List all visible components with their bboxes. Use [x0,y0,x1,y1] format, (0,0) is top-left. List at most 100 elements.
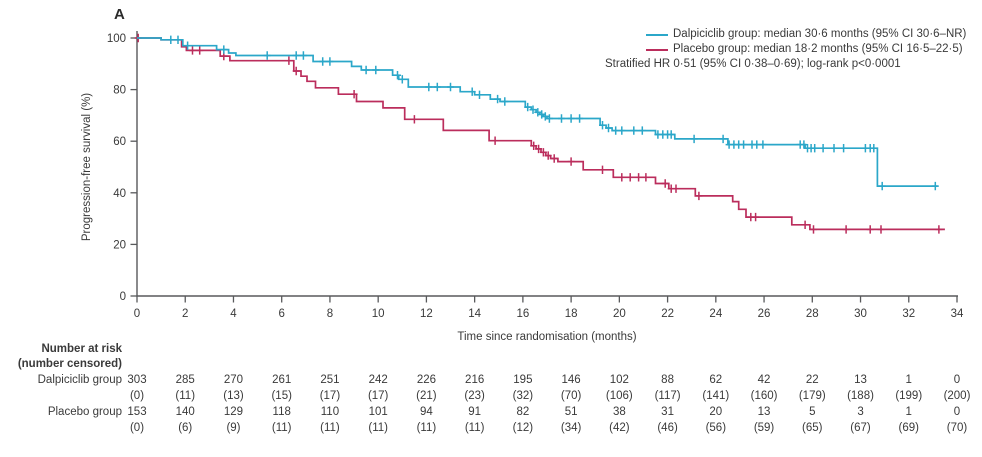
risk-at-risk-value: 88 [661,374,674,386]
panel-label: A [114,6,125,23]
risk-censored-value: (179) [798,390,826,402]
x-tick-label: 4 [230,308,237,320]
risk-censored-value: (106) [605,390,633,402]
risk-at-risk-value: 101 [368,406,388,418]
risk-at-risk-value: 91 [468,406,482,418]
legend-dalpiciclib-label: Dalpiciclib group: median 30·6 months (9… [673,28,967,40]
x-tick-label: 24 [709,308,722,320]
risk-at-risk-value: 285 [175,374,195,386]
risk-at-risk-value: 1 [905,406,912,418]
risk-censored-value: (11) [271,422,292,434]
survival-curve-placebo [137,37,945,231]
risk-censored-value: (34) [560,422,582,434]
risk-censored-value: (11) [464,422,485,434]
x-tick-label: 32 [902,308,915,320]
risk-at-risk-value: 38 [612,406,626,418]
censor-marks-dalpiciclib [167,35,939,191]
risk-at-risk-value: 20 [709,406,723,418]
placebo-line-swatch [646,49,668,51]
risk-at-risk-value: 62 [709,374,723,386]
x-tick-label: 0 [134,308,140,320]
x-tick-label: 16 [516,308,529,320]
risk-table-header-line1: Number at risk [41,343,122,355]
risk-at-risk-value: 0 [953,374,961,386]
x-tick-label: 12 [420,308,433,320]
risk-at-risk-value: 42 [757,374,771,386]
risk-at-risk-value: 129 [223,406,244,418]
risk-censored-value: (17) [319,390,341,402]
legend: Dalpiciclib group: median 30·6 months (9… [0,0,982,80]
x-tick-label: 26 [758,308,771,320]
risk-at-risk-value: 270 [223,374,244,386]
risk-at-risk-value: 3 [857,406,864,418]
risk-at-risk-value: 110 [320,406,340,418]
dalpiciclib-line-swatch [646,34,668,36]
risk-at-risk-value: 13 [757,406,771,418]
risk-at-risk-value: 94 [420,406,433,418]
risk-at-risk-value: 146 [561,374,581,386]
y-tick-label: 0 [120,291,126,303]
risk-at-risk-value: 140 [175,406,195,418]
risk-at-risk-value: 195 [513,374,533,386]
risk-censored-value: (11) [320,422,340,434]
x-tick-label: 30 [854,308,867,320]
legend-stats-text: Stratified HR 0·51 (95% CI 0·38–0·69); l… [605,58,901,70]
risk-at-risk-value: 0 [953,406,961,418]
risk-censored-value: (56) [705,422,727,434]
risk-at-risk-value: 102 [609,374,629,386]
x-tick-label: 14 [468,308,481,320]
risk-at-risk-value: 1 [905,374,912,386]
survival-curve-dalpiciclib [137,37,938,187]
risk-censored-value: (0) [129,390,145,402]
risk-censored-value: (15) [271,390,292,402]
risk-row-label-placebo: Placebo group [47,406,122,418]
risk-at-risk-value: 22 [805,374,819,386]
risk-censored-value: (117) [654,390,681,402]
x-tick-label: 18 [565,308,578,320]
risk-at-risk-value: 118 [272,406,291,418]
x-tick-label: 34 [951,308,964,320]
risk-at-risk-value: 82 [516,406,530,418]
risk-table-header-line2: (number censored) [17,358,122,370]
risk-censored-value: (69) [898,422,919,434]
risk-censored-value: (17) [367,390,389,402]
risk-censored-value: (0) [129,422,145,434]
risk-censored-value: (9) [226,422,241,434]
survival-curves [134,33,945,234]
x-axis-title: Time since randomisation (months) [457,331,636,343]
y-tick-label: 100 [107,33,126,45]
risk-at-risk-value: 31 [661,406,674,418]
risk-censored-value: (67) [850,422,871,434]
risk-censored-value: (6) [178,422,193,434]
risk-censored-value: (200) [943,390,971,402]
x-tick-label: 22 [661,308,674,320]
risk-at-risk-value: 51 [564,406,578,418]
x-tick-label: 10 [372,308,385,320]
number-at-risk-table: Number at risk (number censored) Dalpici… [0,0,982,434]
risk-at-risk-value: 251 [320,374,340,386]
risk-censored-value: (46) [657,422,678,434]
risk-censored-value: (141) [702,390,730,402]
x-tick-label: 8 [327,308,333,320]
risk-censored-value: (12) [512,422,534,434]
y-axis-title: Progression-free survival (%) [81,93,93,241]
risk-censored-value: (21) [416,390,437,402]
risk-at-risk-value: 153 [127,406,147,418]
risk-censored-value: (70) [946,422,968,434]
risk-censored-value: (59) [753,422,775,434]
risk-at-risk-value: 303 [127,374,147,386]
risk-censored-value: (11) [368,422,388,434]
risk-censored-value: (32) [512,390,534,402]
legend-placebo-label: Placebo group: median 18·2 months (95% C… [673,43,963,55]
risk-censored-value: (160) [750,390,778,402]
risk-censored-value: (65) [802,422,823,434]
risk-censored-value: (23) [464,390,485,402]
x-tick-label: 28 [806,308,819,320]
risk-at-risk-value: 13 [854,374,867,386]
risk-censored-value: (199) [895,390,923,402]
y-tick-label: 60 [113,136,126,148]
y-tick-label: 20 [113,239,126,251]
